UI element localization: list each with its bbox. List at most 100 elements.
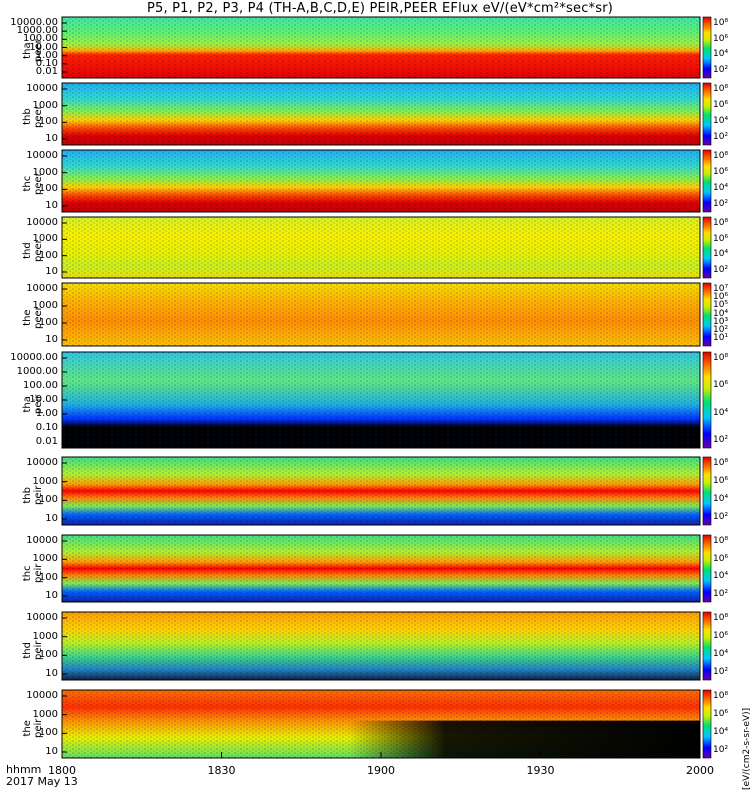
spectrogram-texture <box>62 83 700 145</box>
y-tick-label: 100.00 <box>23 380 58 391</box>
colorbar-tick-label: 10² <box>713 324 729 335</box>
x-tick-label: 1830 <box>207 764 236 777</box>
y-tick-label: 10000 <box>26 83 58 94</box>
panel-thb-peer <box>61 82 712 146</box>
panel-label-the-peer: the peer <box>22 305 44 329</box>
colorbar-tick-label: 10⁸ <box>713 84 729 94</box>
y-tick-label: 10000 <box>26 217 58 228</box>
y-tick-label: 10.00 <box>29 394 58 405</box>
colorbar-tick-label: 10⁴ <box>713 49 729 60</box>
spectrogram-texture <box>62 535 700 602</box>
panel-the-peer <box>61 282 712 347</box>
colorbar-tick-label: 10⁶ <box>713 553 729 564</box>
colorbar-tick-label: 10⁸ <box>713 353 729 363</box>
y-tick-label: 10000 <box>26 457 58 468</box>
colorbar-tick-label: 10⁶ <box>713 100 729 110</box>
y-tick-label: 100 <box>38 727 58 739</box>
colorbar-tick-label: 10⁷ <box>713 284 729 294</box>
y-tick-label: 0.10 <box>35 422 58 433</box>
panel-thc-peer <box>61 149 712 213</box>
spectrogram-texture <box>62 217 700 278</box>
panel-frame <box>61 216 701 279</box>
y-tick-label: 1.00 <box>35 49 58 61</box>
colorbar-tick-label: 10² <box>713 667 729 677</box>
y-tick-label: 10000 <box>26 283 58 294</box>
colorbar-tick-label: 10⁸ <box>713 18 729 28</box>
panel-tha-peir <box>61 351 712 449</box>
colorbar-tick-label: 10⁴ <box>713 116 729 126</box>
colorbar-tick-label: 10² <box>713 65 729 75</box>
y-tick-label: 1000 <box>32 99 58 111</box>
colorbar-the-peer <box>702 282 712 347</box>
y-tick-label: 10 <box>45 590 58 601</box>
spectrogram-texture <box>62 150 700 212</box>
y-tick-label: 10 <box>45 513 58 524</box>
y-tick-label: 10000 <box>26 690 58 701</box>
colorbar-tick-label: 10⁴ <box>713 407 729 418</box>
colorbar-tick-label: 10⁶ <box>713 631 729 641</box>
panel-frame <box>61 456 701 526</box>
y-tick-label: 100.00 <box>23 33 58 45</box>
y-tick-label: 10 <box>45 266 58 277</box>
y-tick-label: 100 <box>38 317 58 328</box>
colorbar-tick-label: 10¹ <box>713 333 729 343</box>
colorbar-tick-label: 10⁶ <box>713 709 729 719</box>
colorbar-thc-peir <box>702 534 712 603</box>
data-gap-region <box>62 720 700 758</box>
y-tick-label: 1000.00 <box>16 25 58 37</box>
panel-frame <box>61 282 701 347</box>
colorbar-the-peir <box>702 689 712 759</box>
chart-title: P5, P1, P2, P3, P4 (TH-A,B,C,D,E) PEIR,P… <box>146 1 614 16</box>
y-tick-label: 10 <box>45 746 58 757</box>
colorbar-thd-peir <box>702 611 712 681</box>
y-tick-label: 100 <box>38 249 58 261</box>
colorbar-tick-label: 10⁴ <box>713 727 729 737</box>
colorbar-tha-peir <box>702 351 712 449</box>
panel-label-thb-peir: thb peir <box>22 485 44 505</box>
colorbar-tick-label: 10⁴ <box>713 308 729 319</box>
colorbar-thc-peer <box>702 149 712 213</box>
colorbar-tha-peer <box>702 16 712 79</box>
y-tick-label: 0.01 <box>35 66 58 77</box>
panel-label-thb-peer: thb peer <box>22 105 44 128</box>
y-tick-label: 100 <box>38 494 58 506</box>
panel-thd-peer <box>61 216 712 279</box>
y-tick-label: 1000 <box>32 630 58 642</box>
spectrogram-texture <box>62 457 700 525</box>
y-tick-label: 10000 <box>26 535 58 546</box>
y-tick-label: 1.00 <box>35 408 58 419</box>
x-tick-label: 2000 <box>686 764 714 777</box>
spectrogram-texture <box>62 283 700 346</box>
x-tick-label: 1800 <box>48 764 76 777</box>
colorbar-thb-peer <box>702 82 712 146</box>
y-tick-label: 0.01 <box>35 436 58 447</box>
panel-frame <box>61 82 701 146</box>
y-tick-label: 1000.00 <box>16 366 58 377</box>
spectrogram-texture <box>62 17 700 78</box>
colorbar-tick-label: 10⁶ <box>713 33 729 44</box>
colorbar-tick-label: 10⁶ <box>713 476 729 486</box>
y-tick-label: 10 <box>45 668 58 679</box>
colorbar-thd-peer <box>702 216 712 279</box>
colorbar-tick-label: 10⁸ <box>713 218 729 228</box>
spectrogram-texture <box>62 612 700 680</box>
panel-label-tha-peir: tha peir <box>22 394 44 414</box>
y-tick-label: 10 <box>45 334 58 345</box>
colorbar-tick-label: 10⁸ <box>713 691 729 701</box>
y-tick-label: 1000 <box>32 300 58 311</box>
spectrogram-texture <box>62 352 700 448</box>
colorbar-tick-label: 10⁴ <box>713 571 729 582</box>
colorbar-thb-peir <box>702 456 712 526</box>
y-tick-label: 0.10 <box>35 57 58 69</box>
y-tick-label: 100 <box>38 649 58 661</box>
colorbar-tick-label: 10² <box>713 589 729 599</box>
panel-thb-peir <box>61 456 712 526</box>
y-tick-label: 10.00 <box>29 41 58 53</box>
y-tick-label: 10000.00 <box>10 17 58 28</box>
colorbar-tick-label: 10⁶ <box>713 380 729 391</box>
x-axis-label-date: 2017 May 13 <box>6 775 78 788</box>
colorbar-tick-label: 10³ <box>713 316 729 327</box>
panel-thc-peir <box>61 534 712 603</box>
colorbar-tick-label: 10⁶ <box>713 292 729 303</box>
